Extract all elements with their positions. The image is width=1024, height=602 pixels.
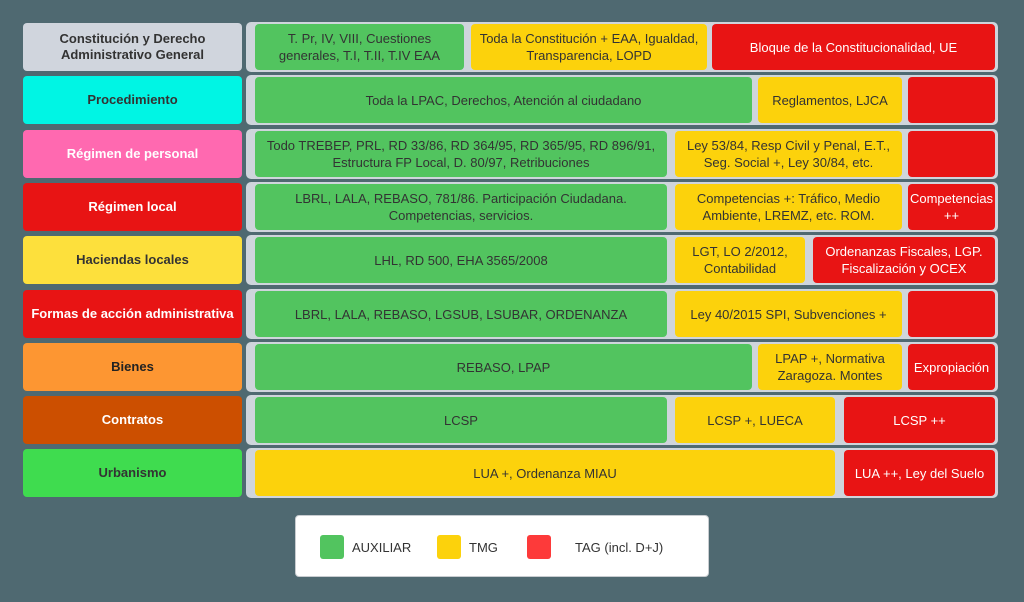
cell-tag: LCSP ++ [844, 397, 995, 443]
row-track: LBRL, LALA, REBASO, 781/86. Participació… [246, 182, 998, 232]
cell-tmg: LUA +, Ordenanza MIAU [255, 450, 835, 496]
row-track: Toda la LPAC, Derechos, Atención al ciud… [246, 75, 998, 125]
cell-tmg: Toda la Constitución + EAA, Igualdad, Tr… [471, 24, 707, 70]
legend: AUXILIAR TMG TAG (incl. D+J) [295, 515, 709, 577]
legend-item-tag: TAG (incl. D+J) [527, 535, 663, 559]
cell-tmg: LCSP +, LUECA [675, 397, 835, 443]
row-label: Urbanismo [23, 449, 242, 497]
cell-tag: Ordenanzas Fiscales, LGP. Fiscalización … [813, 237, 995, 283]
row-track: REBASO, LPAP LPAP +, Normativa Zaragoza. … [246, 342, 998, 392]
cell-tag: LUA ++, Ley del Suelo [844, 450, 995, 496]
cell-tag [908, 131, 995, 177]
cell-tag [908, 291, 995, 337]
legend-label-auxiliar: AUXILIAR [352, 539, 412, 555]
cell-aux: Toda la LPAC, Derechos, Atención al ciud… [255, 77, 752, 123]
cell-aux: T. Pr, IV, VIII, Cuestiones generales, T… [255, 24, 464, 70]
legend-item-tmg: TMG [437, 535, 498, 559]
legend-swatch-tag [527, 535, 551, 559]
cell-aux: LBRL, LALA, REBASO, LGSUB, LSUBAR, ORDEN… [255, 291, 667, 337]
row-label: Bienes [23, 343, 242, 391]
row-track: T. Pr, IV, VIII, Cuestiones generales, T… [246, 22, 998, 72]
legend-label-tag: TAG (incl. D+J) [575, 539, 664, 555]
cell-tag: Bloque de la Constitucionalidad, UE [712, 24, 995, 70]
legend-swatch-auxiliar [320, 535, 344, 559]
cell-aux: LBRL, LALA, REBASO, 781/86. Participació… [255, 184, 667, 230]
row-track: LCSP LCSP +, LUECA LCSP ++ [246, 395, 998, 445]
legend-label-tmg: TMG [469, 539, 498, 555]
row-label: Procedimiento [23, 76, 242, 124]
cell-aux: REBASO, LPAP [255, 344, 752, 390]
legend-item-auxiliar: AUXILIAR [320, 535, 411, 559]
row-label: Régimen de personal [23, 130, 242, 178]
cell-aux: LHL, RD 500, EHA 3565/2008 [255, 237, 667, 283]
row-label: Régimen local [23, 183, 242, 231]
row-label: Haciendas locales [23, 236, 242, 284]
cell-tag: Competencias ++ [908, 184, 995, 230]
legend-swatch-tmg [437, 535, 461, 559]
row-label: Contratos [23, 396, 242, 444]
row-track: Todo TREBEP, PRL, RD 33/86, RD 364/95, R… [246, 129, 998, 179]
cell-tmg: Ley 40/2015 SPI, Subvenciones + [675, 291, 902, 337]
cell-tmg: Competencias +: Tráfico, Medio Ambiente,… [675, 184, 902, 230]
cell-tmg: LPAP +, Normativa Zaragoza. Montes [758, 344, 902, 390]
cell-tmg: Reglamentos, LJCA [758, 77, 902, 123]
row-track: LHL, RD 500, EHA 3565/2008 LGT, LO 2/2012… [246, 235, 998, 285]
row-label: Constitución y Derecho Administrativo Ge… [23, 23, 242, 71]
row-label: Formas de acción administrativa [23, 290, 242, 338]
cell-aux: LCSP [255, 397, 667, 443]
row-track: LBRL, LALA, REBASO, LGSUB, LSUBAR, ORDEN… [246, 289, 998, 339]
cell-tmg: LGT, LO 2/2012, Contabilidad [675, 237, 805, 283]
row-track: LUA +, Ordenanza MIAU LUA ++, Ley del Sue… [246, 448, 998, 498]
cell-tmg: Ley 53/84, Resp Civil y Penal, E.T., Seg… [675, 131, 902, 177]
cell-tag [908, 77, 995, 123]
cell-aux: Todo TREBEP, PRL, RD 33/86, RD 364/95, R… [255, 131, 667, 177]
cell-tag: Expropiación [908, 344, 995, 390]
